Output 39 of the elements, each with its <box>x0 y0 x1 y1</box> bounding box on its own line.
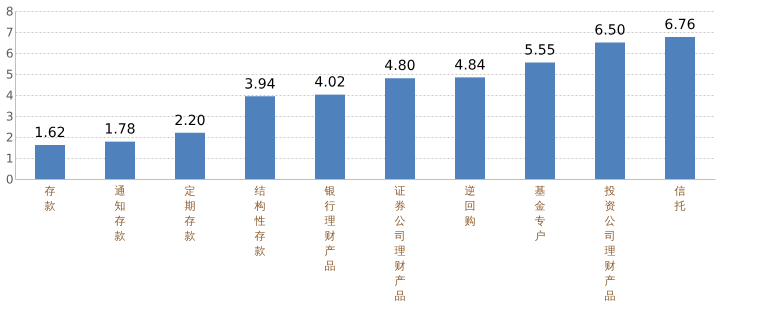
bar <box>245 96 275 179</box>
x-tick-label: 信托 <box>674 184 686 212</box>
data-label: 1.78 <box>104 122 136 138</box>
x-tick-label: 逆回购 <box>464 184 476 228</box>
bar <box>455 77 485 179</box>
bar <box>595 42 625 179</box>
bar <box>665 37 695 179</box>
bar <box>35 144 65 179</box>
x-tick-label: 投资公司理财产品 <box>604 184 616 302</box>
y-tick-label: 7 <box>6 26 14 40</box>
y-tick-label: 4 <box>6 88 14 102</box>
y-tick-label: 1 <box>6 152 14 166</box>
x-tick-label: 银行理财产品 <box>324 184 336 272</box>
bar <box>315 94 345 179</box>
x-tick-label: 通知存款 <box>114 184 126 242</box>
x-tick-label: 证券公司理财产品 <box>394 184 406 302</box>
data-label: 1.62 <box>34 124 66 141</box>
x-tick-label: 定期存款 <box>184 184 196 242</box>
x-tick-label: 基金专户 <box>534 184 546 242</box>
bar <box>525 62 555 179</box>
y-tick-label: 0 <box>6 172 14 186</box>
y-tick-label: 6 <box>6 46 14 60</box>
data-label: 6.50 <box>594 22 626 38</box>
y-tick-label: 8 <box>6 4 14 18</box>
data-label: 6.76 <box>664 17 696 34</box>
data-label: 5.55 <box>524 42 556 58</box>
data-label: 4.02 <box>314 74 346 91</box>
data-label: 4.84 <box>454 57 486 74</box>
bar <box>175 132 205 179</box>
bar <box>385 78 415 179</box>
x-tick-label: 存款 <box>44 184 56 212</box>
bar <box>105 142 135 179</box>
x-tick-label: 结构性存款 <box>254 184 266 258</box>
data-label: 4.80 <box>384 58 416 74</box>
data-label: 2.20 <box>174 112 206 129</box>
data-label: 3.94 <box>244 76 276 92</box>
y-tick-label: 3 <box>6 110 14 124</box>
y-tick-label: 2 <box>6 130 14 144</box>
y-tick-label: 5 <box>6 68 14 82</box>
